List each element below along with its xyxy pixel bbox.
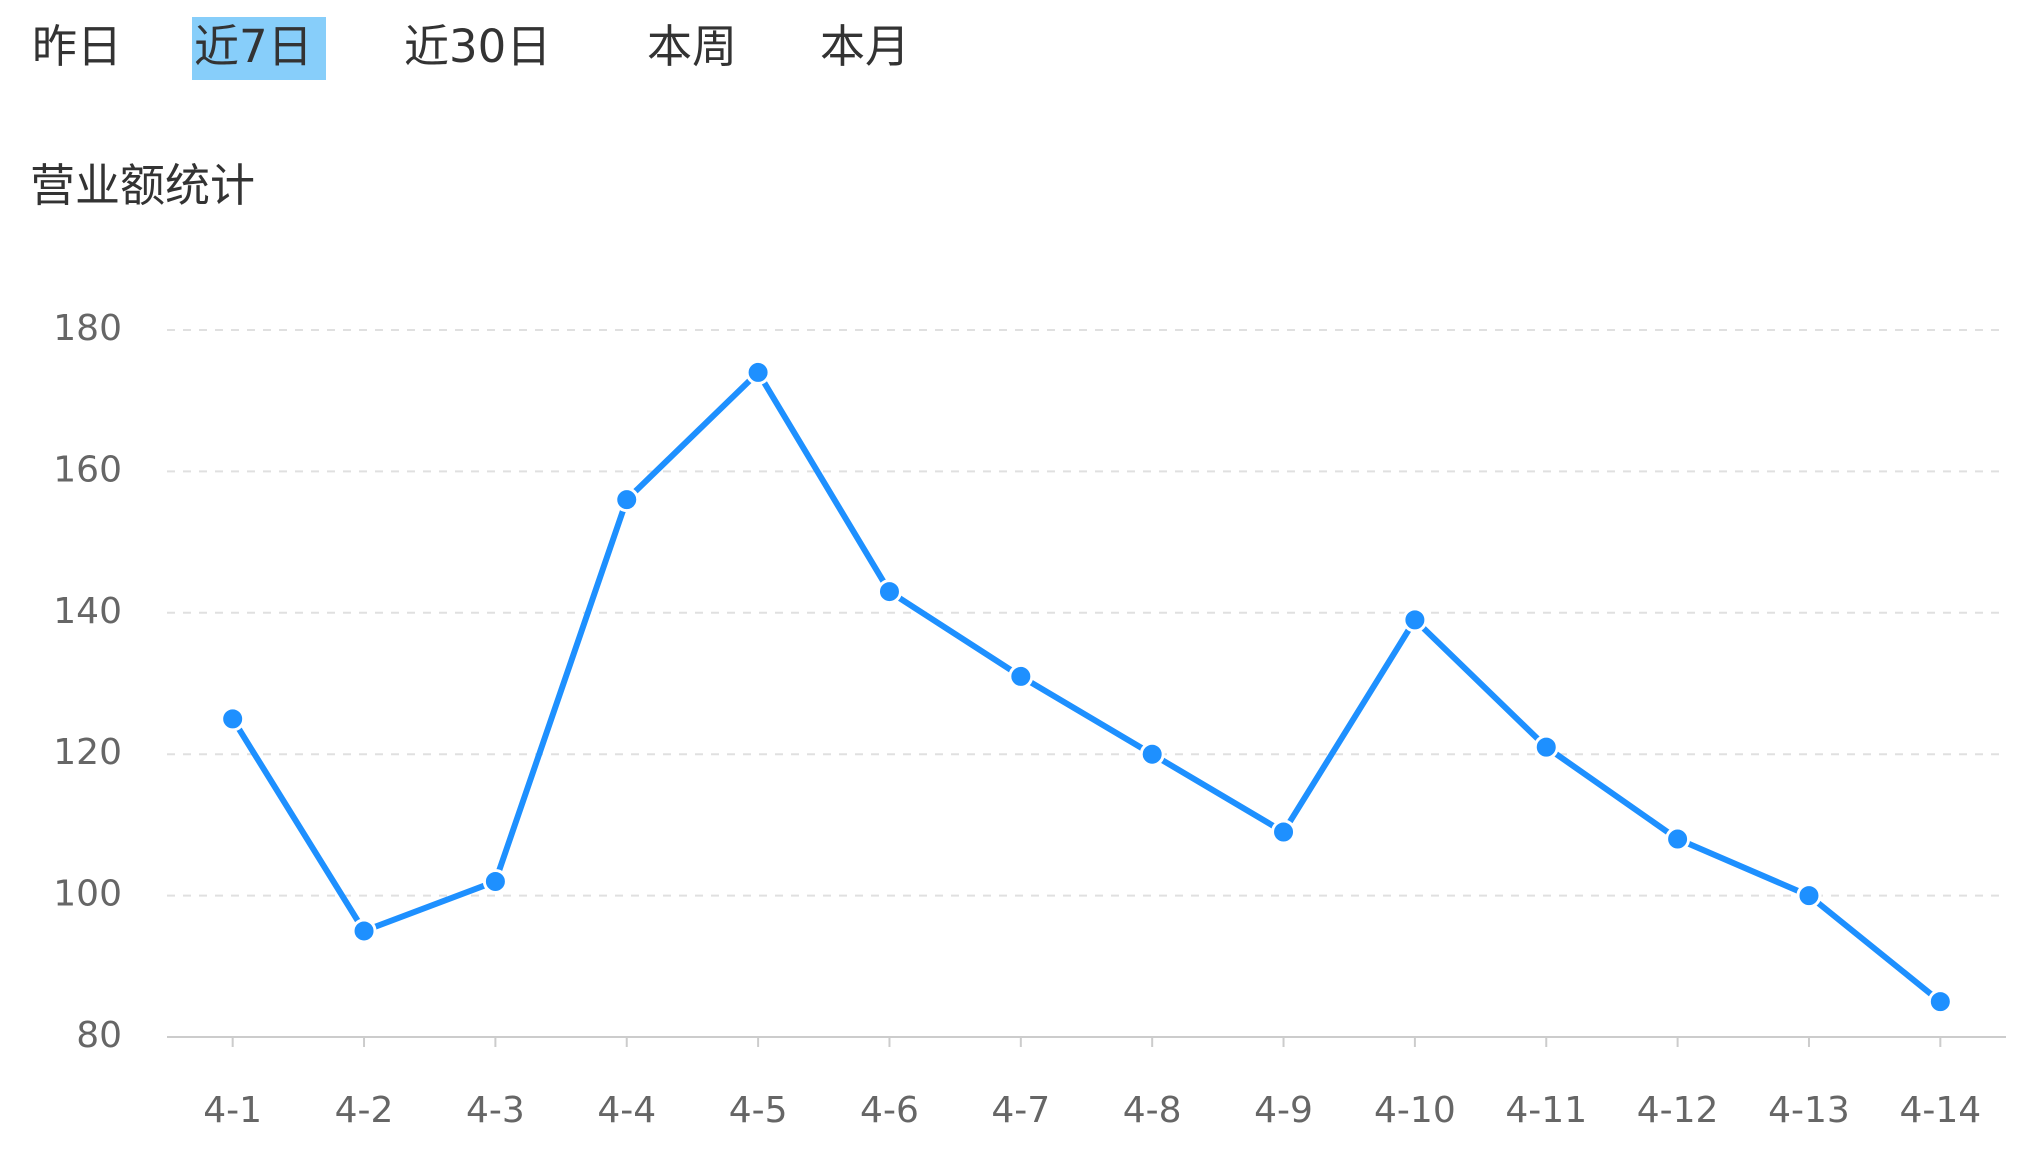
y-tick-label: 80	[76, 1015, 122, 1056]
y-tick-label: 160	[53, 449, 122, 490]
point	[1796, 883, 1822, 909]
point	[1008, 663, 1034, 689]
point	[351, 918, 377, 944]
tab[interactable]: 本周	[647, 20, 737, 73]
x-tick-label: 4-4	[597, 1090, 656, 1131]
y-tick-label: 140	[53, 591, 122, 632]
point	[1402, 607, 1428, 633]
x-tick-label: 4-11	[1505, 1090, 1587, 1131]
chart-title: 营业额统计	[30, 159, 255, 212]
point	[220, 706, 246, 732]
x-tick-label: 4-5	[729, 1090, 788, 1131]
tab-bar: 昨日 近7日 近30日 本周 本月	[32, 17, 910, 80]
x-tick-label: 4-9	[1254, 1090, 1313, 1131]
point	[876, 579, 902, 605]
y-tick-label: 180	[53, 308, 122, 349]
point	[1271, 819, 1297, 845]
x-tick-label: 4-10	[1374, 1090, 1456, 1131]
point	[1139, 741, 1165, 767]
y-tick-label: 120	[53, 732, 122, 773]
x-tick-label: 4-13	[1768, 1090, 1850, 1131]
x-tick-label: 4-14	[1899, 1090, 1981, 1131]
tab[interactable]: 近7日	[194, 20, 313, 73]
point	[1927, 989, 1953, 1015]
point	[482, 868, 508, 894]
tab[interactable]: 昨日	[32, 20, 122, 73]
x-tick-label: 4-6	[860, 1090, 919, 1131]
x-tick-label: 4-2	[335, 1090, 394, 1131]
point	[1533, 734, 1559, 760]
tab-highlight	[192, 17, 326, 80]
x-tick-label: 4-3	[466, 1090, 525, 1131]
x-tick-label: 4-7	[991, 1090, 1050, 1131]
point	[745, 359, 771, 385]
point	[1665, 826, 1691, 852]
x-tick-label: 4-8	[1123, 1090, 1182, 1131]
tab[interactable]: 近30日	[404, 20, 551, 73]
x-tick-label: 4-12	[1637, 1090, 1719, 1131]
y-tick-label: 100	[53, 874, 122, 915]
line	[230, 369, 1943, 1004]
tab[interactable]: 本月	[820, 20, 910, 73]
point	[614, 487, 640, 513]
x-tick-label: 4-1	[203, 1090, 262, 1131]
